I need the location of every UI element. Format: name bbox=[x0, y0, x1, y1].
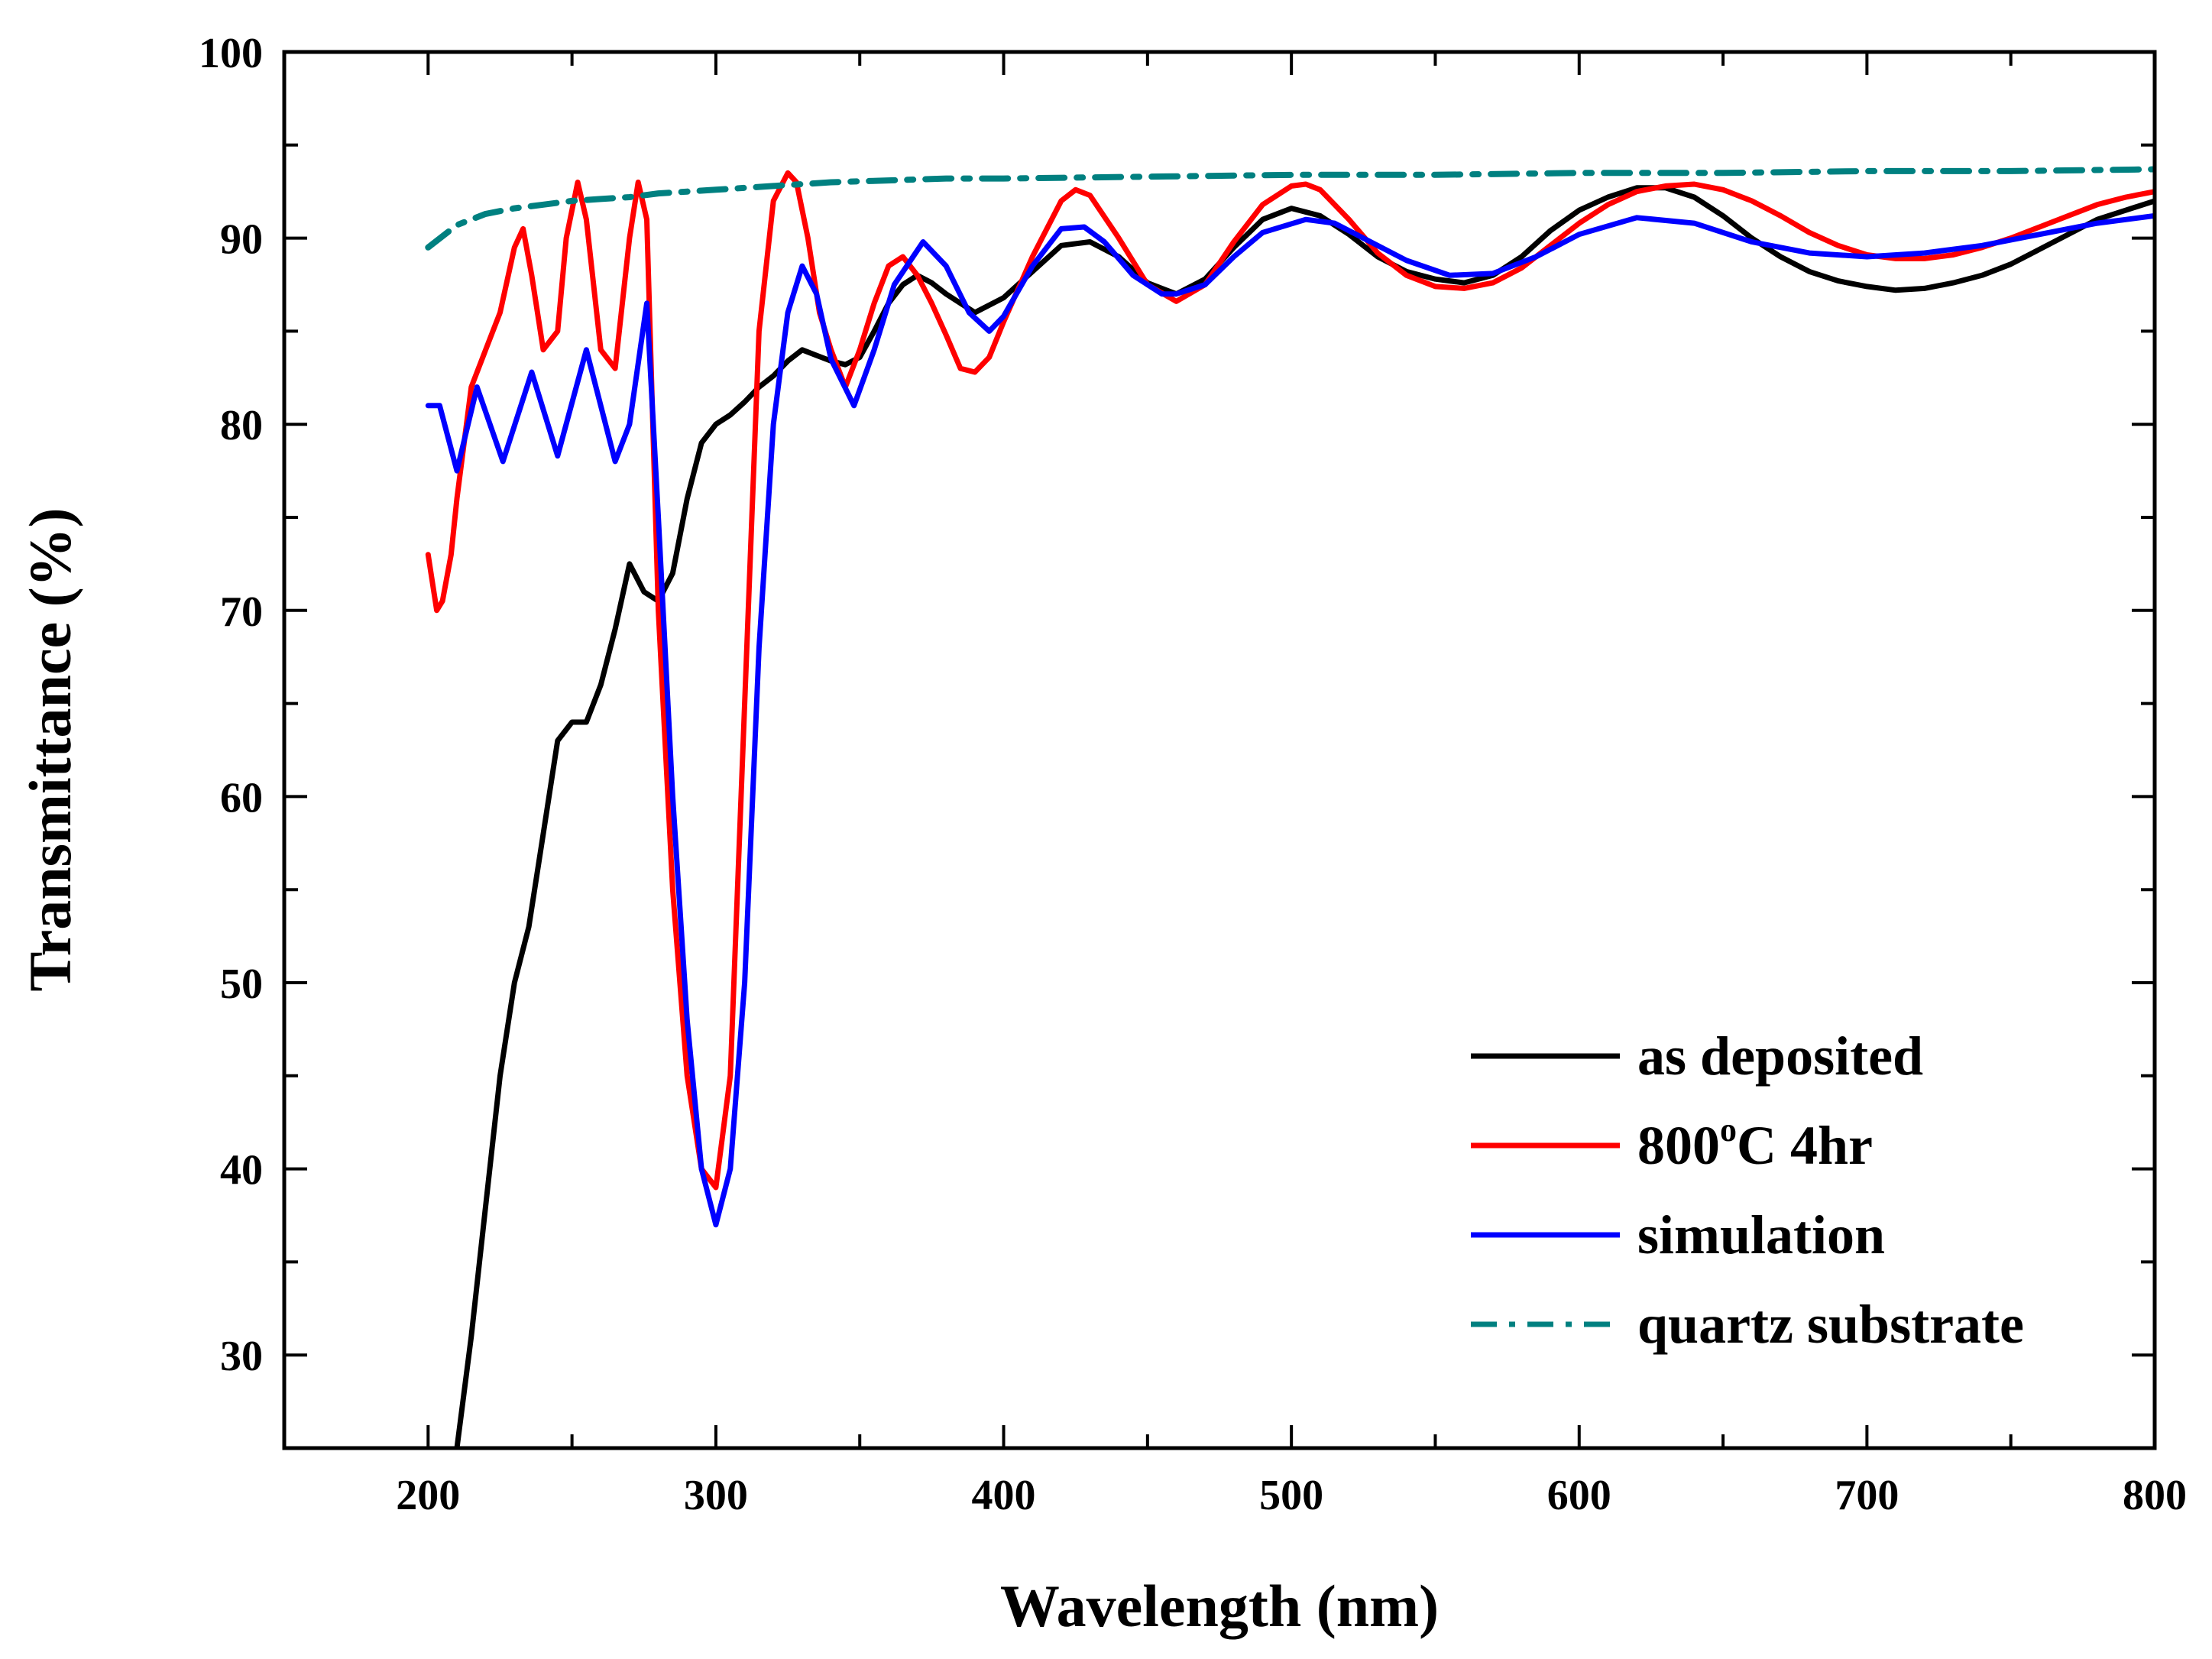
x-axis-title: Wavelength (nm) bbox=[1000, 1573, 1439, 1639]
x-tick-label: 400 bbox=[972, 1472, 1036, 1519]
y-tick-label: 30 bbox=[220, 1333, 263, 1380]
x-tick-label: 300 bbox=[684, 1472, 748, 1519]
legend-label: as deposited bbox=[1637, 1026, 1923, 1087]
y-tick-label: 70 bbox=[220, 588, 263, 636]
ticks-layer bbox=[283, 50, 2156, 1450]
x-tick-label: 500 bbox=[1259, 1472, 1323, 1519]
x-tick-label: 600 bbox=[1547, 1472, 1611, 1519]
legend-label: 800oC 4hr bbox=[1637, 1111, 1873, 1176]
y-tick-label: 40 bbox=[220, 1147, 263, 1194]
series-line-800-c-4hr bbox=[425, 170, 2155, 1191]
y-tick-label: 80 bbox=[220, 402, 263, 449]
series-line-simulation bbox=[425, 212, 2155, 1228]
plot-frame bbox=[282, 50, 2157, 1450]
legend-label: quartz substrate bbox=[1637, 1294, 2024, 1355]
y-tick-label: 50 bbox=[220, 961, 263, 1008]
series-layer bbox=[425, 166, 2155, 1448]
legend-label: simulation bbox=[1637, 1204, 1885, 1265]
legend: as deposited 800oC 4hr simulation quartz su… bbox=[1471, 1026, 2024, 1355]
y-axis-title: Transmittance (%) bbox=[17, 507, 83, 991]
y-tick-label: 90 bbox=[220, 216, 263, 264]
series-line-quartz-substrate bbox=[425, 166, 2155, 251]
series-line-as-deposited bbox=[454, 185, 2155, 1448]
y-tick-label: 100 bbox=[199, 30, 263, 77]
x-tick-label: 800 bbox=[2123, 1472, 2187, 1519]
x-tick-label: 200 bbox=[396, 1472, 460, 1519]
tick-labels-layer: 200 300 400 500 600 700 800 30 40 50 60 70 80 90 100 bbox=[199, 30, 2187, 1519]
y-tick-label: 60 bbox=[220, 774, 263, 821]
x-tick-label: 700 bbox=[1835, 1472, 1899, 1519]
